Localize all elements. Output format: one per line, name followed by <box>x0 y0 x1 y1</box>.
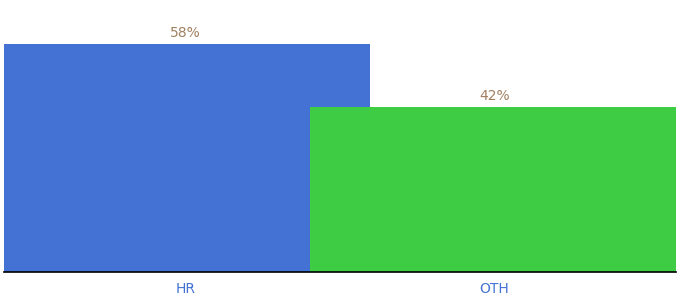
Text: 58%: 58% <box>170 26 201 40</box>
Bar <box>1 44 370 272</box>
Text: 42%: 42% <box>479 89 510 103</box>
Bar <box>310 106 679 272</box>
